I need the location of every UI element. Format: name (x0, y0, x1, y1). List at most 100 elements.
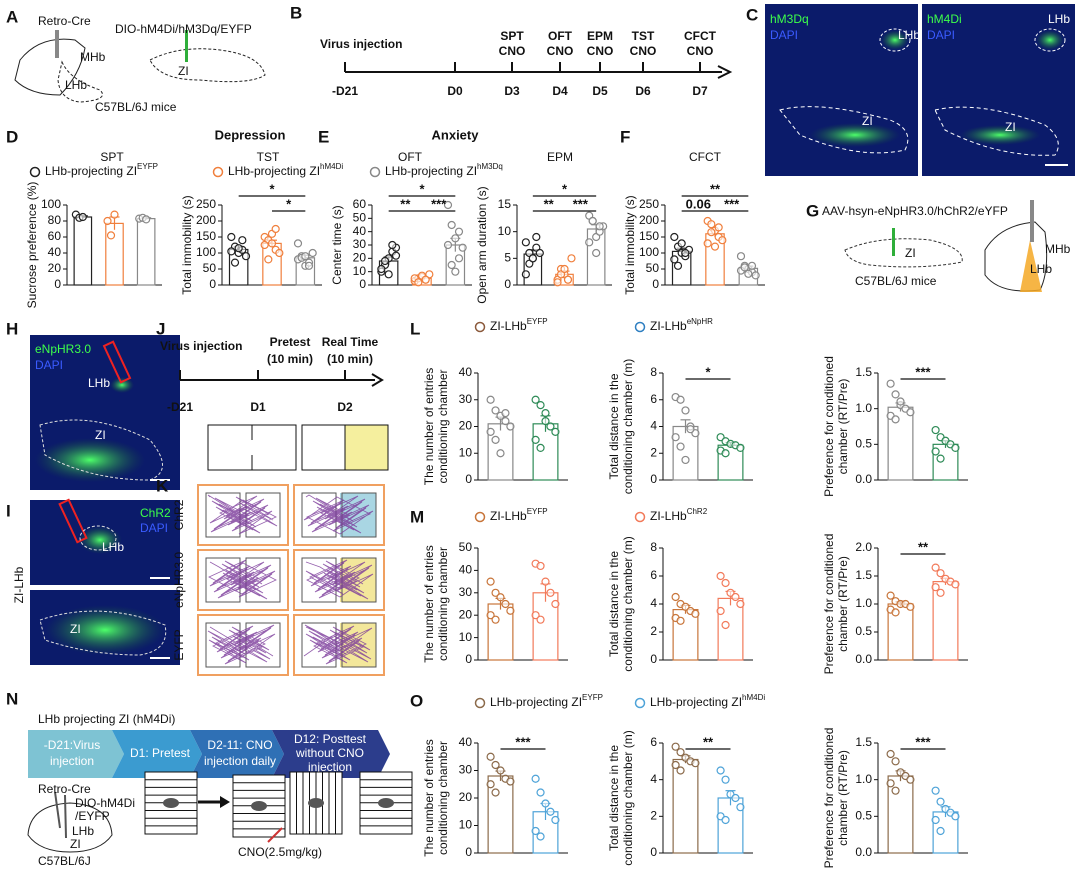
panel-label: M (410, 507, 424, 526)
legend-sup: EYFP (582, 693, 603, 702)
data-point (227, 247, 236, 256)
y-tick-label: 200 (639, 213, 659, 227)
y-tick-label: 250 (196, 197, 216, 211)
data-point (891, 608, 900, 617)
significance-label: *** (724, 196, 740, 211)
signal (881, 30, 909, 50)
y-tick-label: 15 (498, 197, 512, 211)
y-tick-label: 0 (465, 652, 472, 666)
legend-marker (474, 697, 486, 709)
chart-title: SPT (100, 150, 124, 164)
y-tick-label: 8 (650, 365, 657, 379)
y-tick-label: 1.5 (855, 568, 872, 582)
label: LHb (898, 28, 920, 42)
legend-text: ZI-LHb (650, 509, 687, 523)
legend-sup: hM4Di (320, 162, 343, 171)
data-point (447, 220, 456, 230)
y-axis-label: Preference for conditioned (822, 534, 836, 675)
y-axis-label: Open arm duration (s) (475, 186, 489, 303)
data-point (506, 422, 515, 431)
label: ZI (70, 622, 81, 636)
y-tick-label: 60 (353, 197, 367, 211)
y-tick-label: 0 (650, 845, 657, 859)
y-tick-label: 30 (459, 392, 473, 406)
data-point (458, 243, 467, 252)
data-point (264, 255, 273, 264)
y-tick-label: 8 (650, 540, 657, 554)
label: (10 min) (267, 352, 313, 366)
data-point (716, 606, 725, 616)
label: LHb projecting ZI (hM4Di) (38, 712, 175, 726)
data-point (142, 215, 151, 224)
data-point (486, 611, 495, 620)
legend-text: ZI-LHb (490, 319, 527, 333)
y-tick-label: 20 (459, 419, 473, 433)
label: AAV-hsyn-eNpHR3.0/hChR2/eYFP (822, 204, 1008, 218)
y-tick-label: 4 (650, 419, 657, 433)
zi-outline (39, 419, 163, 481)
data-point (551, 599, 560, 609)
label: eNpHR3.0 (35, 342, 91, 356)
label: ZI-LHb (12, 566, 26, 603)
injector (55, 30, 59, 58)
data-point (721, 815, 730, 825)
lhb-outline (79, 525, 117, 551)
y-tick-label: 200 (196, 213, 216, 227)
day-label: D3 (504, 84, 520, 98)
track (305, 559, 374, 600)
data-point (931, 583, 940, 592)
legend-sup: EYFP (527, 507, 548, 516)
data-point (707, 228, 716, 237)
data-point (736, 443, 745, 452)
header: Anxiety (432, 127, 480, 142)
y-tick-label: 1.0 (855, 401, 872, 415)
data-point (293, 239, 303, 248)
legend-marker (212, 166, 224, 178)
data-point (238, 236, 247, 245)
data-point (553, 278, 562, 287)
data-point (491, 760, 500, 770)
step (28, 730, 124, 778)
legend-text: LHb-projecting ZI (228, 164, 320, 178)
data-point (721, 578, 730, 588)
lhb-outline (57, 60, 103, 103)
data-point (536, 788, 545, 797)
zi-outline (934, 106, 1059, 156)
data-point (585, 238, 594, 247)
y-axis-label: conditioning chamber (436, 741, 450, 855)
label: Pretest (270, 335, 311, 349)
signal (810, 123, 900, 147)
legend-label: ZI-LHbEYFP (490, 507, 548, 523)
y-tick-label: 50 (459, 540, 473, 554)
label: MHb (1045, 242, 1071, 256)
y-tick-label: 100 (41, 197, 61, 211)
panel-label: O (410, 691, 423, 710)
zi-outline (39, 610, 167, 656)
y-tick-label: 0 (504, 277, 511, 291)
row-label: EYFP (172, 629, 186, 660)
data-point (686, 425, 695, 434)
y-tick-label: 2 (650, 809, 657, 823)
data-point (677, 239, 686, 248)
data-point (388, 240, 397, 250)
significance-label: * (562, 181, 568, 196)
label: Virus injection (160, 339, 242, 353)
data-point (531, 826, 540, 836)
significance-label: ** (703, 734, 714, 749)
y-tick-label: 30 (353, 237, 367, 251)
data-point (532, 232, 541, 242)
label: (10 min) (327, 352, 373, 366)
day-label: D7 (692, 84, 708, 98)
data-point (536, 561, 545, 571)
y-axis-label: Total immobility (s) (623, 195, 637, 294)
day-label: D0 (447, 84, 463, 98)
data-point (676, 395, 685, 404)
y-tick-label: 40 (459, 365, 473, 379)
y-tick-label: 20 (353, 251, 367, 265)
label: ZI (70, 837, 81, 851)
data-point (491, 788, 500, 797)
mouse (308, 798, 324, 808)
panel-label: E (318, 127, 329, 146)
y-axis-label: Total immobility (s) (180, 195, 194, 294)
signal (1036, 30, 1064, 50)
